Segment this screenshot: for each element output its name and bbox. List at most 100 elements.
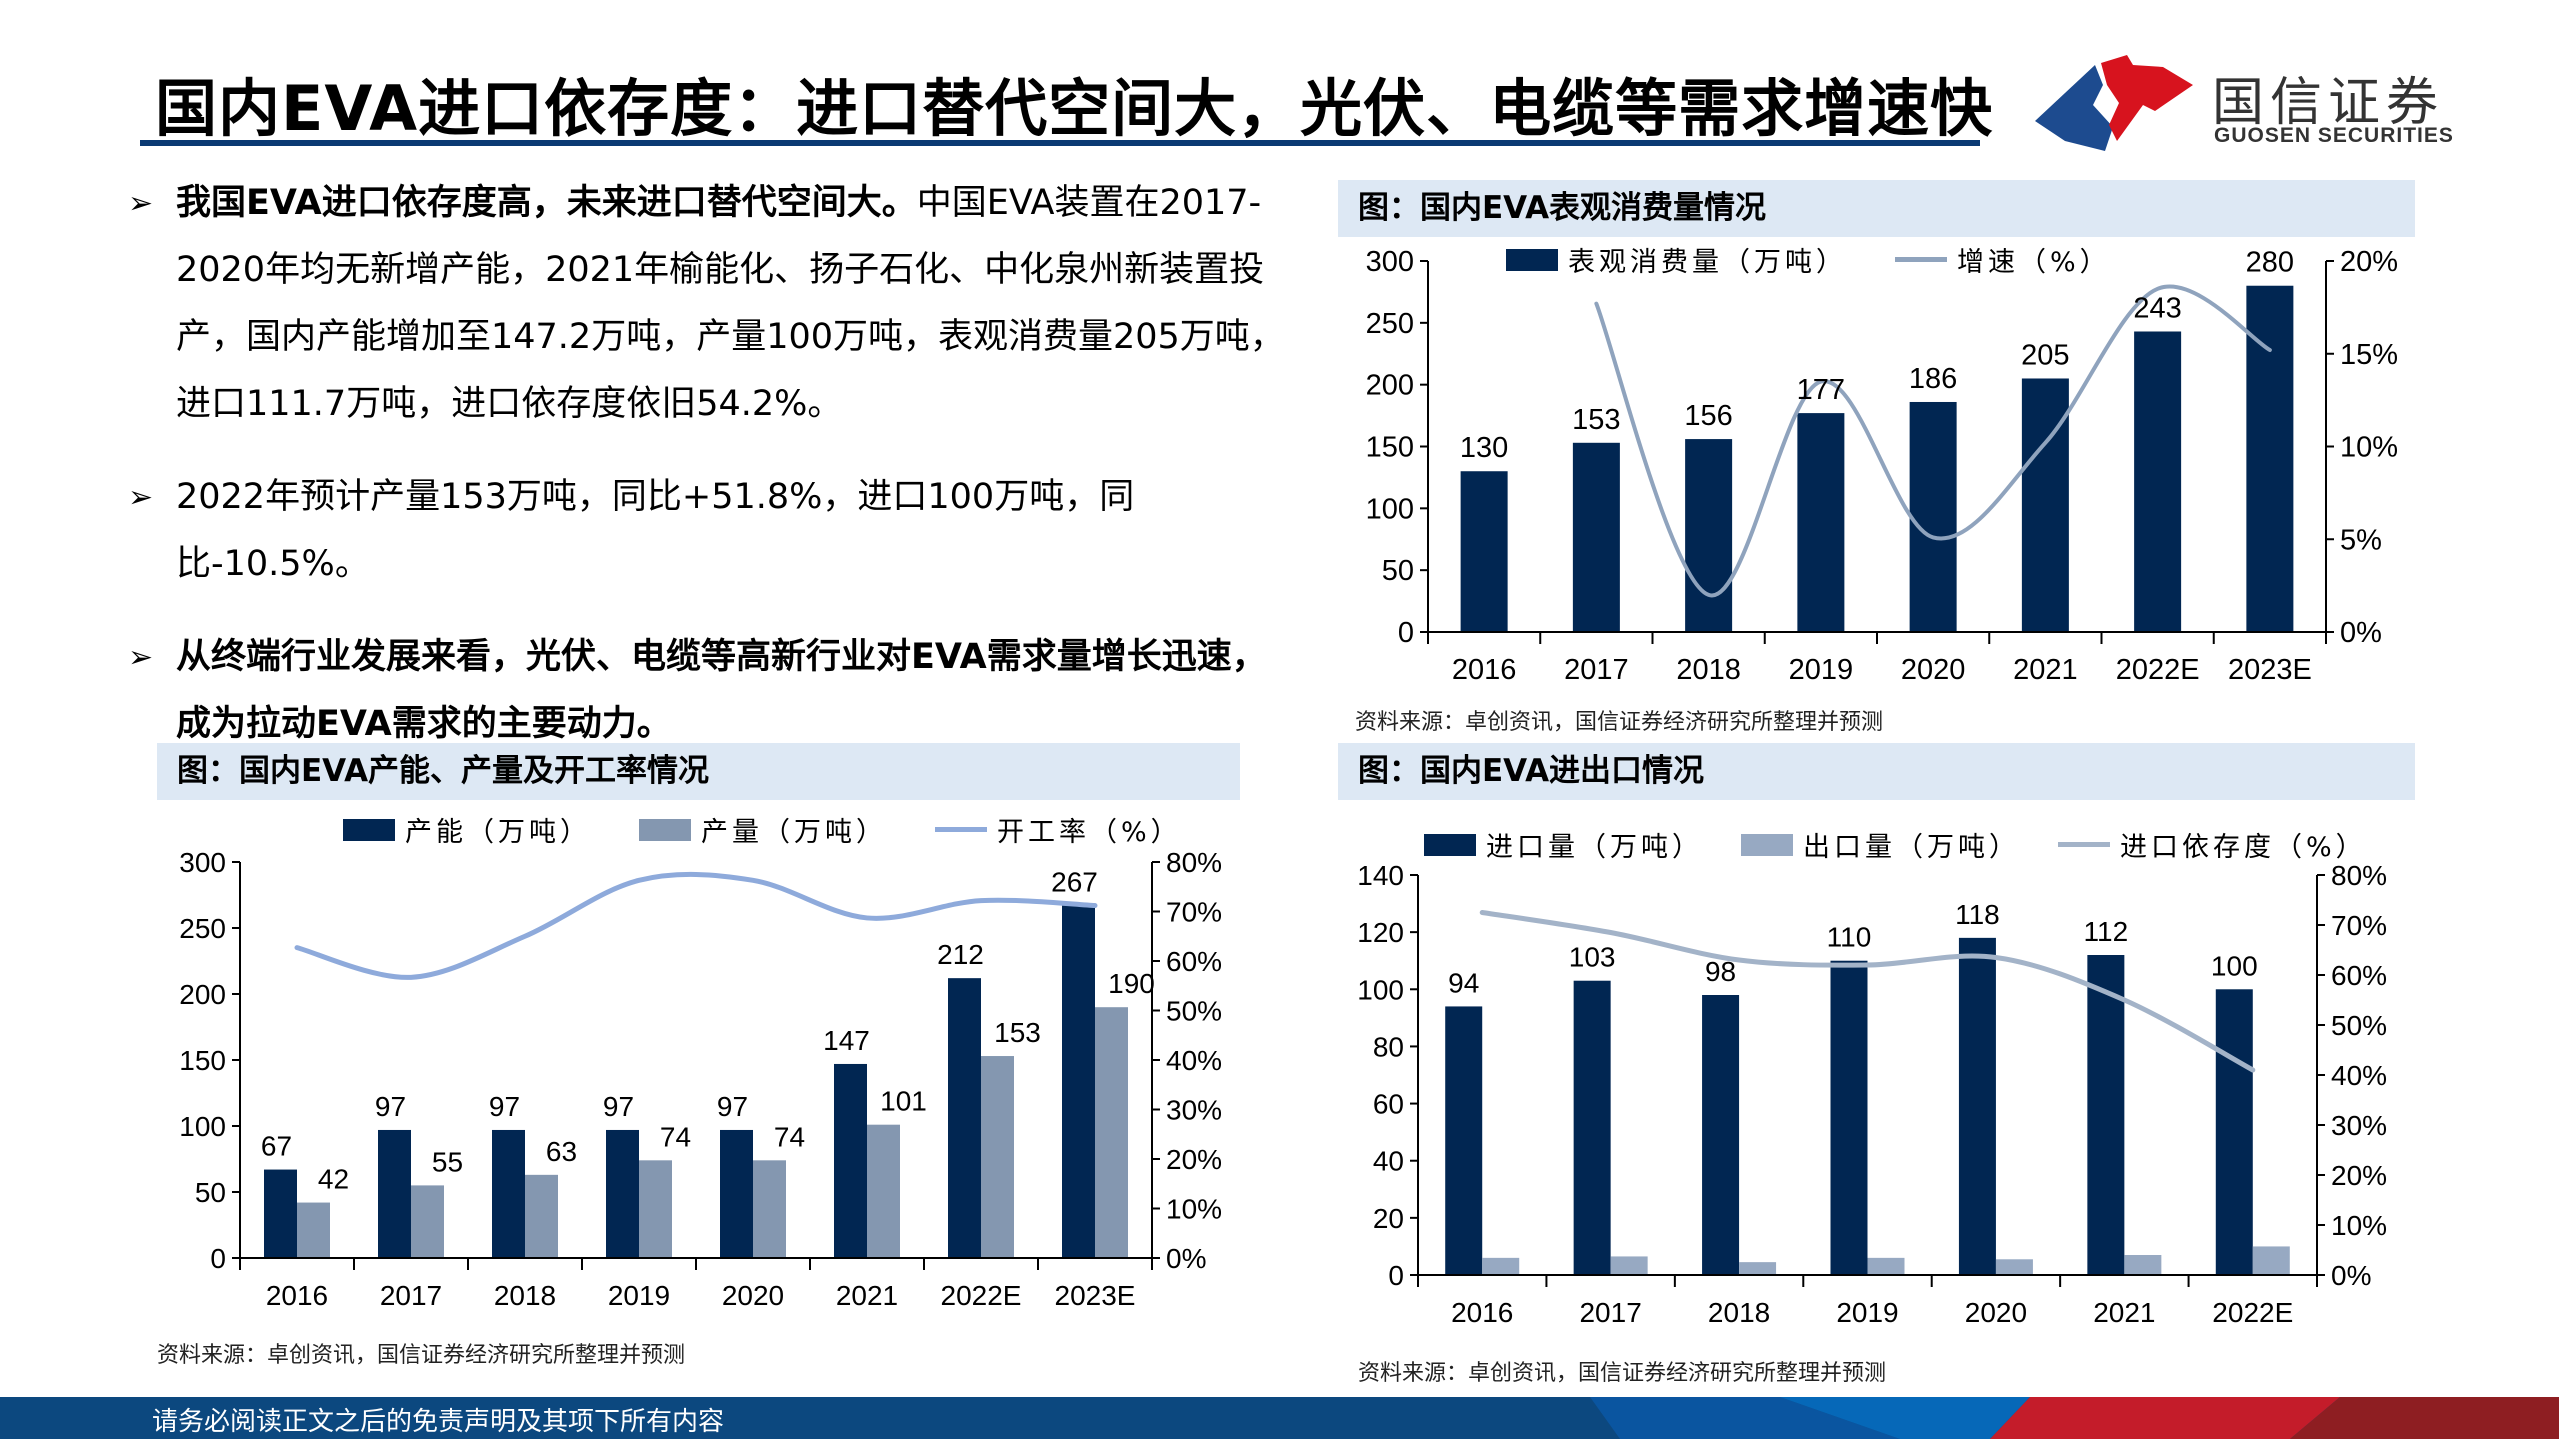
bar-2021 — [2087, 955, 2125, 1275]
data-label: 112 — [2084, 916, 2129, 947]
legend-swatch — [1506, 248, 1558, 271]
x-tick-label: 2021 — [2013, 654, 2078, 686]
y2-tick-label: 60% — [1166, 946, 1222, 977]
data-label: 243 — [2133, 292, 2181, 324]
legend-swatch — [1741, 833, 1793, 856]
trade-chart-title: 图：国内EVA进出口情况 — [1338, 743, 2415, 800]
x-tick-label: 2023E — [2228, 654, 2312, 686]
x-tick-label: 2016 — [266, 1280, 328, 1311]
legend-label: 开工率（%） — [997, 817, 1182, 848]
y2-tick-label: 50% — [2331, 1010, 2387, 1041]
footer-bar: 请务必阅读正文之后的免责声明及其项下所有内容 — [0, 1397, 2559, 1439]
legend-label: 出口量（万吨） — [1803, 832, 2020, 863]
y-tick-label: 100 — [1366, 493, 1414, 525]
data-label: 153 — [994, 1017, 1041, 1048]
legend-item: 表观消费量（万吨） — [1506, 240, 1847, 279]
bullet-bold-text: 我国EVA进口依存度高，未来进口替代空间大。 — [176, 183, 917, 223]
line-series — [294, 871, 1098, 980]
legend-item: 开工率（%） — [935, 810, 1182, 849]
data-label: 100 — [2211, 950, 2258, 981]
y-tick-label: 50 — [195, 1177, 226, 1208]
data-label: 74 — [774, 1121, 805, 1152]
y-tick-label: 0 — [1388, 1260, 1404, 1291]
legend-item: 进口依存度（%） — [2058, 825, 2367, 864]
trade-chart-legend: 进口量（万吨） 出口量（万吨） 进口依存度（%） — [1424, 825, 2415, 864]
data-label: 186 — [1909, 363, 1957, 395]
legend-line — [1895, 257, 1947, 262]
consumption-chart-source: 资料来源：卓创资讯，国信证券经济研究所整理并预测 — [1355, 710, 1884, 735]
bar-2018 — [1702, 995, 1740, 1275]
bar-2022E — [948, 978, 981, 1258]
legend-item: 出口量（万吨） — [1741, 825, 2020, 864]
y-tick-label: 80 — [1373, 1031, 1404, 1062]
brand-name-en: GUOSEN SECURITIES — [2214, 124, 2454, 147]
data-label: 101 — [880, 1086, 927, 1117]
y2-tick-label: 50% — [1166, 996, 1222, 1027]
bullet-list: ➢ 我国EVA进口依存度高，未来进口替代空间大。中国EVA装置在2017-202… — [128, 170, 1298, 784]
bar-2017 — [378, 1129, 411, 1258]
y2-tick-label: 80% — [1166, 847, 1222, 878]
page-title: 国内EVA进口依存度：进口替代空间大，光伏、电缆等需求增速快 — [155, 72, 1994, 145]
legend-label: 增速（%） — [1957, 247, 2111, 278]
y-tick-label: 120 — [1357, 917, 1404, 948]
data-label: 55 — [432, 1146, 463, 1177]
bar-2016 — [297, 1202, 330, 1258]
bar-2018 — [1685, 439, 1733, 632]
data-label: 42 — [318, 1164, 349, 1195]
bar-2022E — [981, 1056, 1014, 1258]
data-label: 103 — [1569, 942, 1616, 973]
legend-item: 产量（万吨） — [639, 810, 887, 849]
y-tick-label: 200 — [1366, 370, 1414, 402]
x-tick-label: 2017 — [380, 1280, 442, 1311]
bar-2019 — [1797, 413, 1845, 632]
y2-tick-label: 0% — [2331, 1260, 2371, 1291]
x-tick-label: 2019 — [1789, 654, 1854, 686]
bar-2016 — [1460, 471, 1508, 632]
x-tick-label: 2019 — [1836, 1297, 1898, 1328]
data-label: 97 — [375, 1091, 406, 1122]
data-label: 97 — [603, 1091, 634, 1122]
bullet-item: ➢ 从终端行业发展来看，光伏、电缆等高新行业对EVA需求量增长迅速，成为拉动EV… — [128, 624, 1298, 758]
bar-2019 — [1830, 960, 1868, 1275]
bar-2019 — [1867, 1257, 1905, 1275]
y2-tick-label: 10% — [2340, 432, 2398, 464]
y-tick-label: 200 — [179, 979, 226, 1010]
arrow-bullet-icon: ➢ — [128, 480, 154, 515]
arrow-bullet-icon: ➢ — [128, 186, 154, 221]
y-tick-label: 20 — [1373, 1203, 1404, 1234]
x-tick-label: 2021 — [2093, 1297, 2155, 1328]
bar-2020 — [1995, 1259, 2033, 1275]
arrow-bullet-icon: ➢ — [128, 640, 154, 675]
legend-item: 进口量（万吨） — [1424, 825, 1703, 864]
x-tick-label: 2016 — [1452, 654, 1517, 686]
data-label: 67 — [261, 1131, 292, 1162]
data-label: 177 — [1797, 374, 1845, 406]
legend-swatch — [343, 818, 395, 841]
y2-tick-label: 60% — [2331, 960, 2387, 991]
bar-2022E — [2134, 331, 2182, 632]
y2-tick-label: 70% — [2331, 910, 2387, 941]
x-tick-label: 2021 — [836, 1280, 898, 1311]
y2-tick-label: 15% — [2340, 339, 2398, 371]
y2-tick-label: 80% — [2331, 860, 2387, 891]
bullet-bold-text: 从终端行业发展来看，光伏、电缆等高新行业对EVA需求量增长迅速，成为拉动EVA需… — [176, 637, 1267, 744]
legend-line — [935, 827, 987, 832]
legend-swatch — [639, 818, 691, 841]
bullet-text: 中国EVA装置在2017-2020年均无新增产能，2021年榆能化、扬子石化、中… — [176, 183, 1285, 424]
bar-2020 — [720, 1129, 753, 1258]
bar-2023E — [2246, 285, 2294, 632]
line-series — [1594, 284, 2272, 598]
legend-item: 增速（%） — [1895, 240, 2111, 279]
y-tick-label: 60 — [1373, 1089, 1404, 1120]
data-label: 63 — [546, 1136, 577, 1167]
bar-2023E — [1095, 1007, 1128, 1258]
x-tick-label: 2022E — [941, 1280, 1022, 1311]
x-tick-label: 2018 — [1708, 1297, 1770, 1328]
consumption-chart-title: 图：国内EVA表观消费量情况 — [1338, 180, 2415, 237]
capacity-chart-source: 资料来源：卓创资讯，国信证券经济研究所整理并预测 — [157, 1343, 686, 1368]
y-tick-label: 150 — [179, 1045, 226, 1076]
y2-tick-label: 5% — [2340, 524, 2382, 556]
y2-tick-label: 70% — [1166, 897, 1222, 928]
